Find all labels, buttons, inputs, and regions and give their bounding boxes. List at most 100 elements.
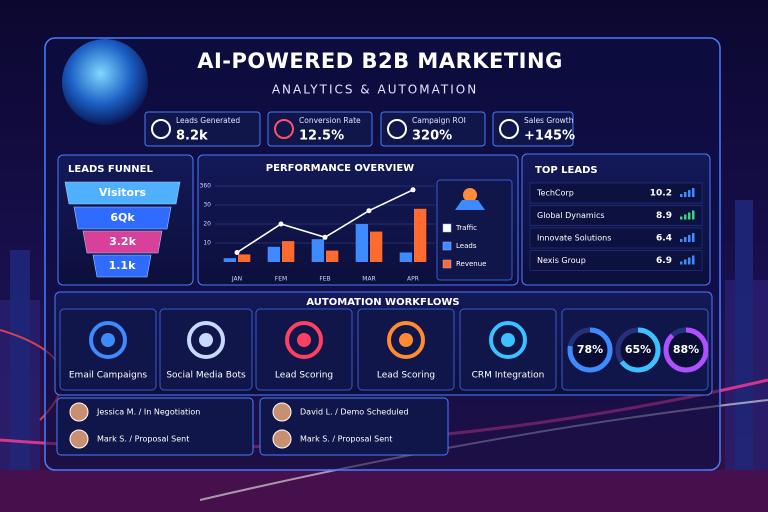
signal-bar bbox=[688, 257, 691, 265]
bar bbox=[223, 258, 236, 262]
signal-bar bbox=[684, 259, 687, 265]
automation-title: AUTOMATION WORKFLOWS bbox=[306, 297, 459, 308]
x-tick-label: APR bbox=[407, 276, 419, 283]
subtitle: ANALYTICS & AUTOMATION bbox=[272, 83, 478, 97]
chart-title: PERFORMANCE OVERVIEW bbox=[266, 163, 414, 174]
legend-swatch bbox=[442, 223, 452, 233]
x-tick-label: JAN bbox=[231, 276, 242, 283]
globe bbox=[62, 39, 148, 125]
kpi-icon bbox=[151, 119, 171, 139]
title: AI-POWERED B2B MARKETING bbox=[197, 49, 563, 73]
gauge-arc bbox=[615, 327, 661, 373]
bar bbox=[399, 252, 412, 262]
workflow-card[interactable] bbox=[59, 308, 157, 391]
avatar bbox=[272, 402, 292, 422]
kpi-icon bbox=[274, 119, 294, 139]
signal-bar bbox=[684, 214, 687, 220]
activity-panel bbox=[259, 397, 449, 456]
signal-bar bbox=[680, 239, 683, 242]
lead-row bbox=[529, 227, 703, 249]
kpi-label: Conversion Rate bbox=[299, 116, 361, 125]
city-glow bbox=[0, 200, 768, 512]
lead-name: Innovate Solutions bbox=[537, 234, 611, 243]
legend-icon bbox=[455, 200, 485, 210]
x-tick-label: FEB bbox=[319, 276, 330, 283]
workflow-card[interactable] bbox=[459, 308, 557, 391]
legend-box bbox=[436, 179, 513, 281]
gauge-arc bbox=[567, 327, 613, 373]
kpi-value: 12.5% bbox=[299, 129, 344, 144]
signal-bar bbox=[688, 212, 691, 220]
y-tick-label: 20 bbox=[203, 221, 211, 228]
y-tick-label: 360 bbox=[200, 183, 212, 190]
line-point bbox=[410, 187, 416, 193]
lead-row bbox=[529, 182, 703, 204]
signal-bar bbox=[692, 188, 695, 197]
lead-row bbox=[529, 205, 703, 226]
gauge-label: 78% bbox=[577, 343, 603, 356]
line-point bbox=[278, 221, 284, 227]
signal-bar bbox=[680, 194, 683, 197]
workflow-icon bbox=[297, 333, 311, 347]
legend-swatch bbox=[442, 241, 452, 251]
signal-bar bbox=[684, 237, 687, 242]
activity-text: Jessica M. / In Negotiation bbox=[96, 408, 200, 417]
workflow-card[interactable] bbox=[357, 308, 455, 391]
funnel-stage bbox=[64, 181, 181, 205]
lead-name: Nexis Group bbox=[537, 256, 586, 265]
funnel-stage bbox=[82, 230, 163, 254]
gauge-label: 88% bbox=[673, 343, 699, 356]
lead-name: TechCorp bbox=[536, 189, 574, 198]
signal-bar bbox=[680, 216, 683, 220]
funnel-title: LEADS FUNNEL bbox=[68, 164, 153, 175]
workflow-icon bbox=[285, 321, 323, 359]
lead-score: 6.4 bbox=[656, 234, 672, 244]
legend-label: Revenue bbox=[456, 260, 487, 268]
lead-score: 10.2 bbox=[650, 189, 672, 199]
funnel-label: 6Qk bbox=[110, 211, 135, 224]
kpi-icon bbox=[499, 119, 519, 139]
activity-text: David L. / Demo Scheduled bbox=[300, 408, 409, 417]
workflow-icon bbox=[199, 333, 213, 347]
lead-name: Global Dynamics bbox=[537, 211, 605, 220]
kpi-label: Sales Growth bbox=[524, 116, 574, 125]
workflow-label: Email Campaigns bbox=[69, 371, 148, 381]
signal-bar bbox=[692, 255, 695, 265]
kpi-value: +145% bbox=[524, 129, 575, 144]
line-point bbox=[366, 208, 372, 214]
workflow-card[interactable] bbox=[159, 308, 253, 391]
legend-label: Leads bbox=[456, 242, 477, 250]
activity-text: Mark S. / Proposal Sent bbox=[300, 435, 392, 444]
signal-bar bbox=[692, 233, 695, 242]
funnel-stage bbox=[73, 206, 172, 230]
workflow-icon bbox=[489, 321, 527, 359]
y-tick-label: 10 bbox=[203, 240, 211, 247]
kpi-card bbox=[380, 111, 486, 147]
kpi-card bbox=[267, 111, 373, 147]
avatar bbox=[69, 429, 89, 449]
signal-bar bbox=[680, 261, 683, 265]
workflow-icon bbox=[187, 321, 225, 359]
workflow-icon bbox=[89, 321, 127, 359]
kpi-card bbox=[144, 111, 261, 147]
line-point bbox=[322, 234, 328, 240]
avatar bbox=[272, 429, 292, 449]
gauge-arc bbox=[663, 327, 709, 373]
avatar bbox=[69, 402, 89, 422]
legend-label: Traffic bbox=[455, 224, 477, 232]
workflow-card[interactable] bbox=[255, 308, 353, 391]
workflow-label: CRM Integration bbox=[472, 371, 545, 381]
signal-bar bbox=[692, 210, 695, 220]
bar bbox=[414, 208, 427, 262]
kpi-icon bbox=[387, 119, 407, 139]
y-tick-label: 30 bbox=[203, 202, 211, 209]
lead-score: 6.9 bbox=[656, 256, 672, 266]
signal-bar bbox=[684, 192, 687, 197]
signal-bar bbox=[688, 190, 691, 197]
kpi-value: 8.2k bbox=[176, 129, 208, 144]
lead-score: 8.9 bbox=[656, 211, 672, 221]
legend-swatch bbox=[442, 259, 452, 269]
lead-row bbox=[529, 250, 703, 271]
signal-bar bbox=[688, 235, 691, 242]
